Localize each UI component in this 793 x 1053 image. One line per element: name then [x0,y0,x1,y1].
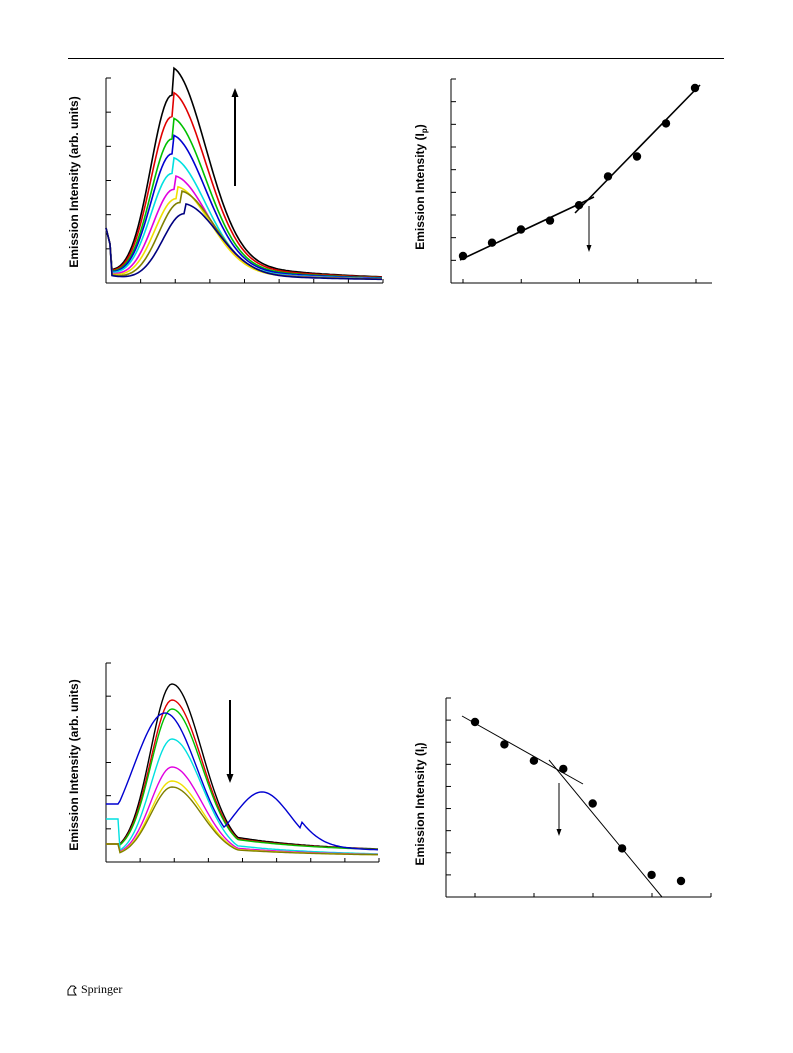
header-rule [68,58,724,59]
bottom-right-axes [445,698,711,898]
bottom-right-point-6 [617,844,627,853]
bottom-left-ticks [105,662,380,863]
panel-top-left: Emission Intensity (arb. units) [67,66,384,284]
top-right-point-6 [603,172,613,181]
bottom-right-point-4 [559,764,568,774]
bottom-right-point-3 [529,756,539,765]
top-right-ylabel: Emission Intensity (Ip) [413,124,429,250]
bottom-left-series-5 [106,738,379,855]
top-left-series-9 [105,203,382,281]
top-right-break-arrow [586,206,592,252]
panel-top-right: Emission Intensity (Ip) [413,78,712,284]
bottom-left-series-7 [106,780,378,856]
top-right-point-7 [632,152,642,161]
bottom-left-axes [105,663,379,863]
top-right-point-5 [574,201,584,210]
top-right-point-8 [661,119,671,128]
bottom-left-series-8 [106,786,378,856]
bottom-left-ylabel: Emission Intensity (arb. units) [67,679,81,850]
bottom-right-point-2 [500,740,509,749]
bottom-right-point-1 [470,717,480,727]
top-right-ticks [451,78,697,284]
publisher-name: Springer [81,982,123,996]
top-right-point-3 [516,225,526,234]
bottom-right-points [470,717,686,886]
bottom-left-series-1 [106,683,378,850]
top-right-point-1 [458,251,468,261]
springer-horse-icon [67,985,77,995]
top-left-curves [105,66,383,281]
top-right-fit-lines [459,84,701,261]
bottom-right-ylabel: Emission Intensity (II) [413,743,429,866]
bottom-right-point-7 [647,870,656,880]
bottom-left-series-3 [106,708,379,851]
bottom-right-point-5 [588,799,597,808]
bottom-right-ticks [446,697,712,898]
publisher-footer: Springer [66,982,122,997]
top-right-axes [450,79,712,284]
bottom-right-fit-lines [461,715,663,898]
top-left-ylabel: Emission Intensity (arb. units) [67,96,81,267]
bottom-left-curves [106,683,379,856]
bottom-right-break-arrow [556,783,562,836]
panel-bottom-right: Emission Intensity (II) [413,697,712,898]
top-right-point-9 [690,83,700,93]
top-left-ticks [105,77,384,284]
bottom-left-series-4 [106,712,379,851]
top-right-point-4 [545,216,555,225]
top-left-trend-arrow [231,88,239,186]
panel-bottom-left: Emission Intensity (arb. units) [67,662,380,863]
bottom-right-point-8 [676,876,686,886]
bottom-left-trend-arrow [226,700,234,783]
top-right-points [458,83,700,261]
bottom-left-series-2 [106,699,378,850]
top-right-point-2 [487,238,497,247]
